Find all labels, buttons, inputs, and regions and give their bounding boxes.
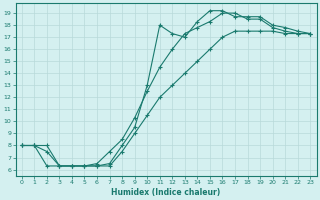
X-axis label: Humidex (Indice chaleur): Humidex (Indice chaleur) <box>111 188 221 197</box>
